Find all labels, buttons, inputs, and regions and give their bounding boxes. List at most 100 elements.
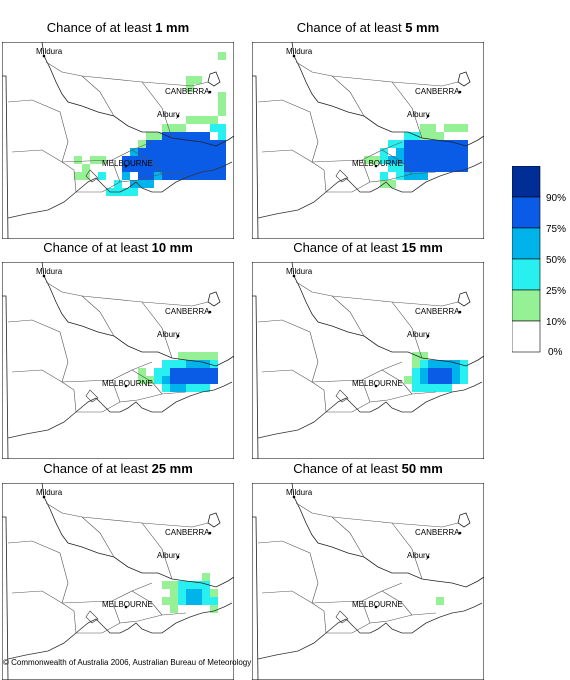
probability-cell	[194, 156, 202, 164]
probability-cell	[202, 352, 210, 360]
probability-cell	[428, 164, 436, 172]
place-label: CANBERRA	[165, 87, 210, 96]
probability-cell	[460, 164, 468, 172]
probability-cell	[170, 597, 178, 605]
district-border	[326, 399, 389, 413]
probability-cell	[170, 156, 178, 164]
probability-cell	[194, 116, 202, 124]
probability-cell	[396, 172, 404, 180]
probability-cell	[388, 140, 396, 148]
probability-cell	[452, 140, 460, 148]
district-border	[61, 361, 153, 383]
probability-cell	[412, 132, 420, 140]
probability-cell	[210, 589, 218, 597]
district-border	[111, 379, 121, 403]
state-border	[207, 512, 221, 528]
district-border	[311, 141, 403, 163]
probability-cell	[162, 156, 170, 164]
district-border	[326, 179, 389, 193]
legend-swatch-50	[512, 227, 541, 260]
probability-cell	[178, 124, 186, 132]
probability-cell	[436, 376, 444, 384]
probability-cell	[114, 180, 122, 188]
title-prefix: Chance of at least	[296, 20, 402, 35]
probability-cell	[444, 368, 452, 376]
probability-cell	[218, 92, 226, 100]
place-dot	[374, 605, 378, 609]
place-label: CANBERRA	[165, 307, 210, 316]
place-label: MELBOURNE	[352, 159, 403, 168]
probability-cell	[210, 376, 218, 384]
probability-cell	[428, 132, 436, 140]
district-border	[111, 159, 121, 183]
probability-cell	[202, 116, 210, 124]
probability-cell	[436, 148, 444, 156]
place-label: CANBERRA	[415, 528, 460, 537]
probability-cell	[218, 52, 226, 60]
district-border	[81, 516, 209, 528]
probability-cell	[444, 384, 452, 392]
state-border	[207, 291, 221, 307]
panel-title-25mm: Chance of at least 25 mm	[2, 461, 234, 476]
probability-cell	[420, 384, 428, 392]
port-phillip-bay	[85, 389, 99, 403]
map-svg: Mildura CANBERRA Albury MELBOURNE	[252, 483, 484, 680]
probability-cell	[388, 156, 396, 164]
probability-cell	[162, 368, 170, 376]
legend-label-50: 50%	[546, 255, 566, 266]
map-10mm: Mildura CANBERRA Albury MELBOURNE	[2, 262, 234, 459]
probability-cell	[162, 376, 170, 384]
probability-cell	[162, 597, 170, 605]
probability-cell	[178, 360, 186, 368]
legend-label-25: 25%	[546, 286, 566, 297]
probability-cell	[460, 360, 468, 368]
probability-cell	[210, 597, 218, 605]
place-dot	[176, 555, 180, 559]
district-border	[361, 600, 371, 624]
probability-cell	[218, 156, 226, 164]
probability-cell	[186, 360, 194, 368]
probability-cell	[218, 164, 226, 172]
state-border	[252, 295, 259, 459]
panel-title-1mm: Chance of at least 1 mm	[2, 20, 234, 35]
place-label: MELBOURNE	[102, 379, 153, 388]
probability-cell	[146, 156, 154, 164]
probability-cell	[138, 172, 146, 180]
district-border	[131, 590, 163, 616]
probability-cell	[202, 156, 210, 164]
probability-cell	[130, 188, 138, 196]
probability-cell	[218, 140, 226, 148]
panel-title-5mm: Chance of at least 5 mm	[252, 20, 484, 35]
probability-cell	[170, 124, 178, 132]
probability-cell	[162, 164, 170, 172]
probability-cell	[154, 172, 162, 180]
probability-cell	[428, 140, 436, 148]
place-dot	[176, 114, 180, 118]
probability-cell	[436, 132, 444, 140]
probability-grid	[404, 352, 468, 392]
probability-cell	[186, 384, 194, 392]
probability-grid	[138, 352, 218, 392]
place-dot	[176, 334, 180, 338]
probability-cell	[210, 352, 218, 360]
probability-cell	[210, 156, 218, 164]
place-label: Mildura	[36, 488, 63, 497]
probability-cell	[412, 140, 420, 148]
map-svg: Mildura CANBERRA Albury MELBOURNE	[2, 42, 234, 239]
probability-cell	[138, 140, 146, 148]
probability-cell	[436, 368, 444, 376]
district-border	[81, 75, 209, 87]
probability-cell	[210, 116, 218, 124]
probability-cell	[202, 376, 210, 384]
probability-cell	[186, 581, 194, 589]
probability-cell	[452, 376, 460, 384]
title-prefix: Chance of at least	[293, 240, 398, 255]
place-dot	[374, 384, 378, 388]
district-border	[257, 540, 319, 604]
probability-cell	[202, 360, 210, 368]
probability-cell	[178, 172, 186, 180]
district-border	[141, 81, 173, 139]
probability-cell	[194, 148, 202, 156]
map-50mm: Mildura CANBERRA Albury MELBOURNE	[252, 483, 484, 680]
probability-cell	[154, 132, 162, 140]
